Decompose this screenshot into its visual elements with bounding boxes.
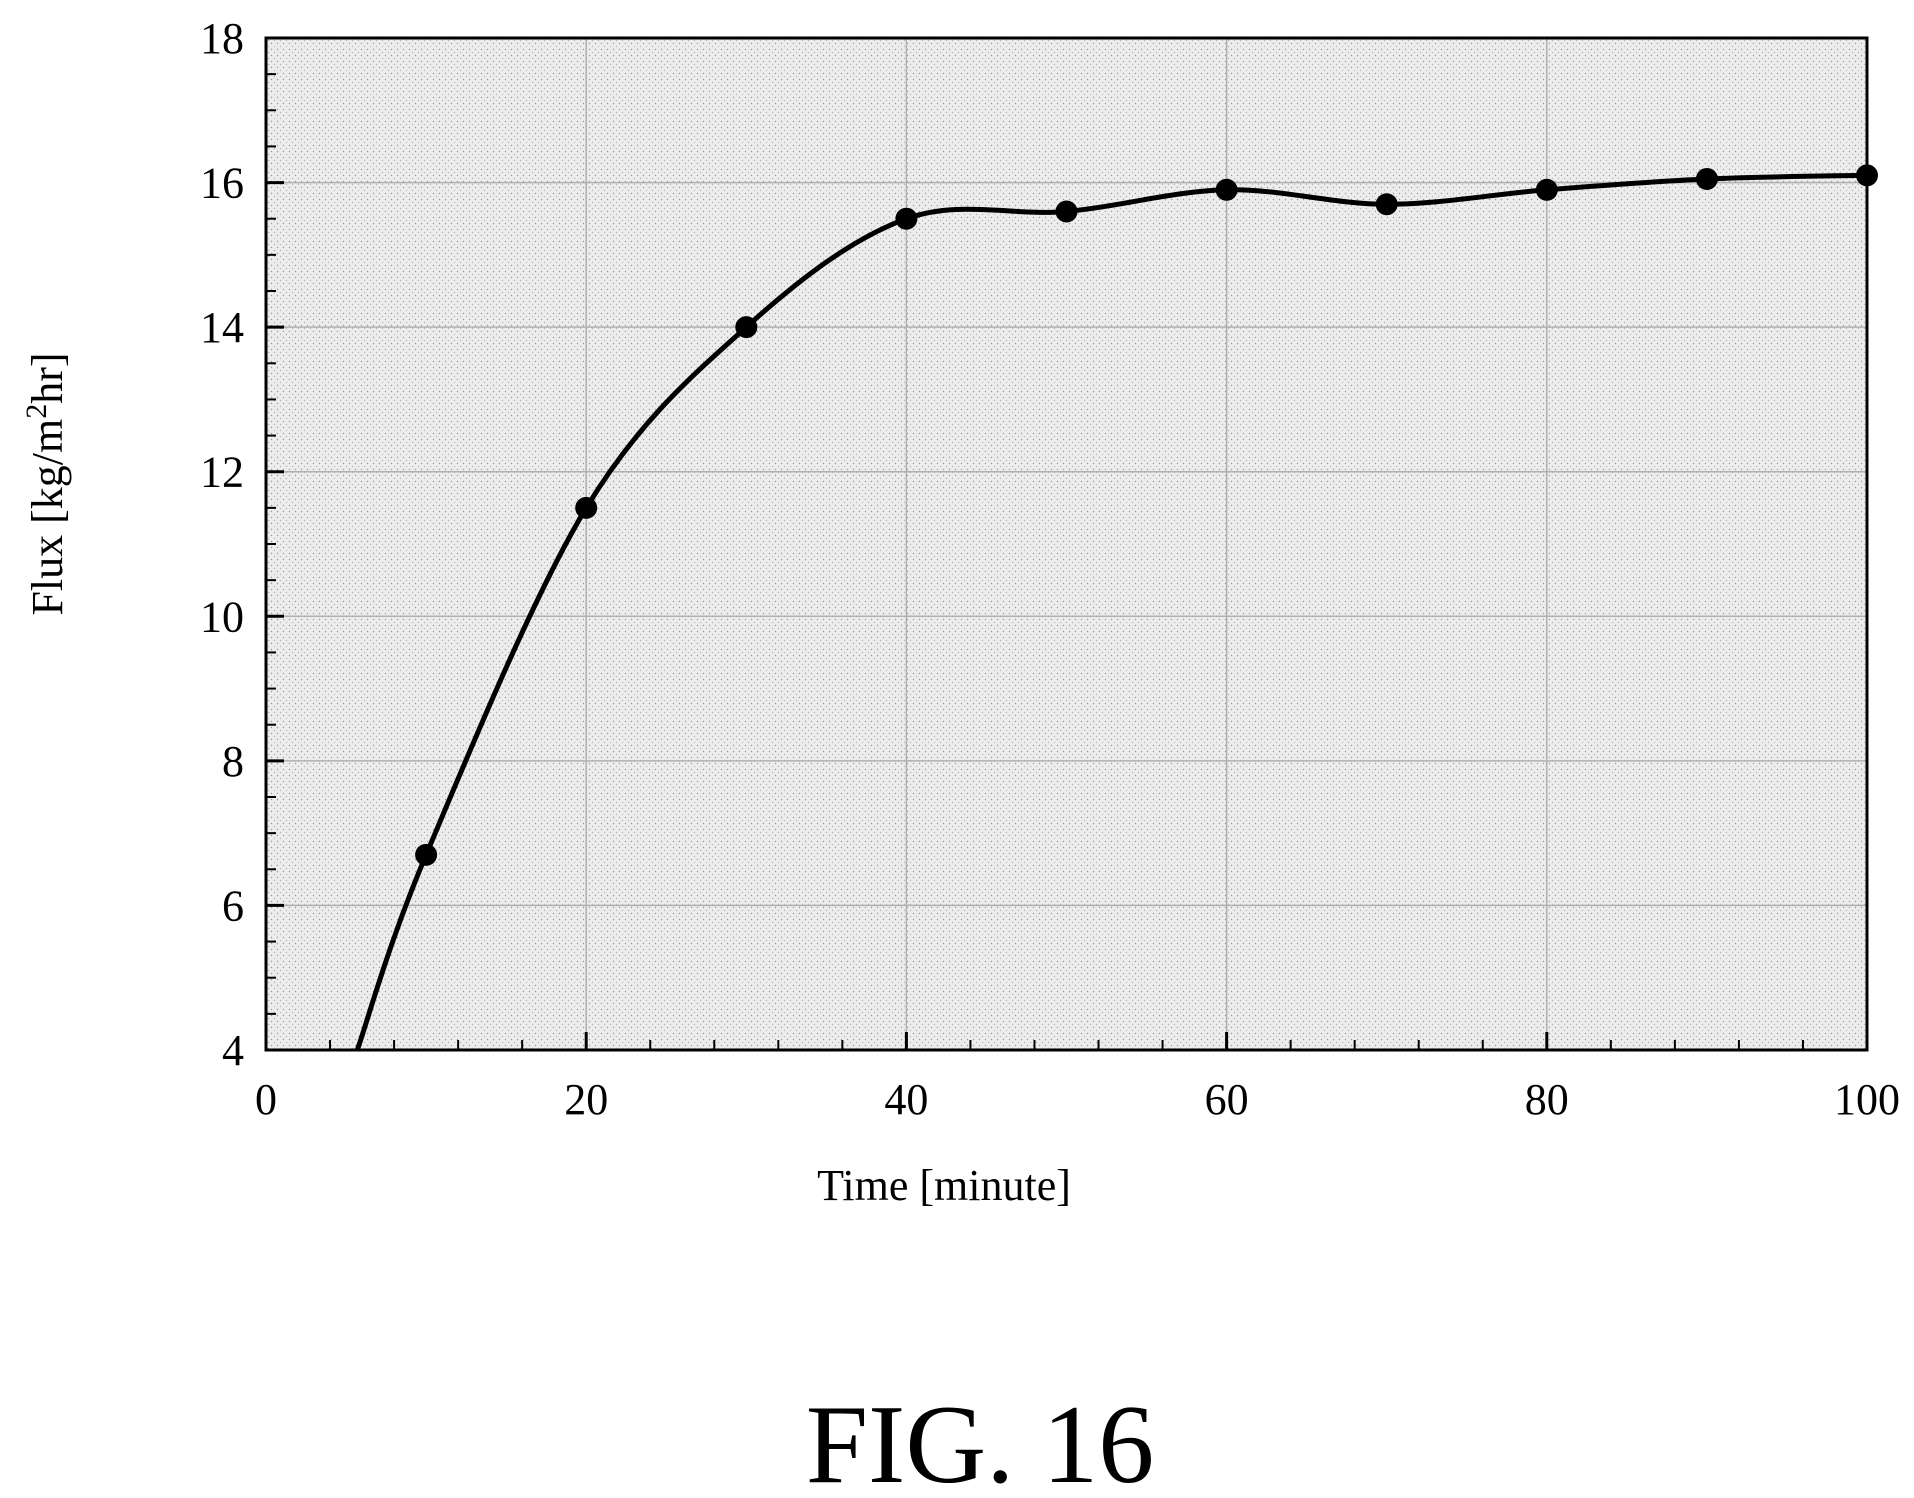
series-line [354, 172, 1868, 1051]
x-tick-label: 80 [1525, 1075, 1569, 1124]
y-tick-labels: 4 6 8 10 12 14 16 18 [200, 14, 244, 1075]
data-point [575, 496, 598, 519]
figure-caption: FIG. 16 [806, 1383, 1154, 1498]
series-layer [354, 164, 1878, 1051]
data-point [1856, 164, 1878, 187]
x-tick-label: 20 [564, 1075, 608, 1124]
y-tick-label: 12 [200, 448, 244, 497]
grid-lines [266, 38, 1867, 1050]
data-point [1055, 200, 1078, 223]
x-tick-label: 0 [255, 1075, 277, 1124]
data-point [1535, 178, 1558, 201]
minor-ticks [266, 73, 1804, 1050]
plot-frame [264, 36, 1869, 1052]
y-axis-title-suffix: hr] [23, 352, 72, 403]
data-point [1375, 193, 1398, 216]
y-tick-label: 8 [222, 737, 244, 786]
data-point [895, 207, 918, 230]
y-tick-label: 16 [200, 159, 244, 208]
y-axis-title: Flux [kg/m2hr] [20, 352, 72, 615]
x-tick-labels: 0 20 40 60 80 100 [255, 1075, 1900, 1124]
y-tick-label: 14 [200, 303, 244, 352]
y-tick-label: 6 [222, 881, 244, 930]
x-axis-title: Time [minute] [817, 1161, 1071, 1210]
plot-area [266, 38, 1867, 1050]
x-tick-label: 100 [1834, 1075, 1900, 1124]
x-tick-label: 60 [1205, 1075, 1249, 1124]
x-tick-label: 40 [884, 1075, 928, 1124]
y-tick-label: 10 [200, 592, 244, 641]
y-tick-label: 4 [222, 1026, 244, 1075]
data-point [735, 316, 758, 339]
y-axis-title-prefix: Flux [kg/m [23, 419, 72, 616]
data-point [415, 843, 438, 866]
y-tick-label: 18 [200, 14, 244, 63]
y-axis-title-superscript: 2 [20, 404, 53, 419]
data-point [1215, 178, 1238, 201]
data-point [1695, 167, 1718, 190]
